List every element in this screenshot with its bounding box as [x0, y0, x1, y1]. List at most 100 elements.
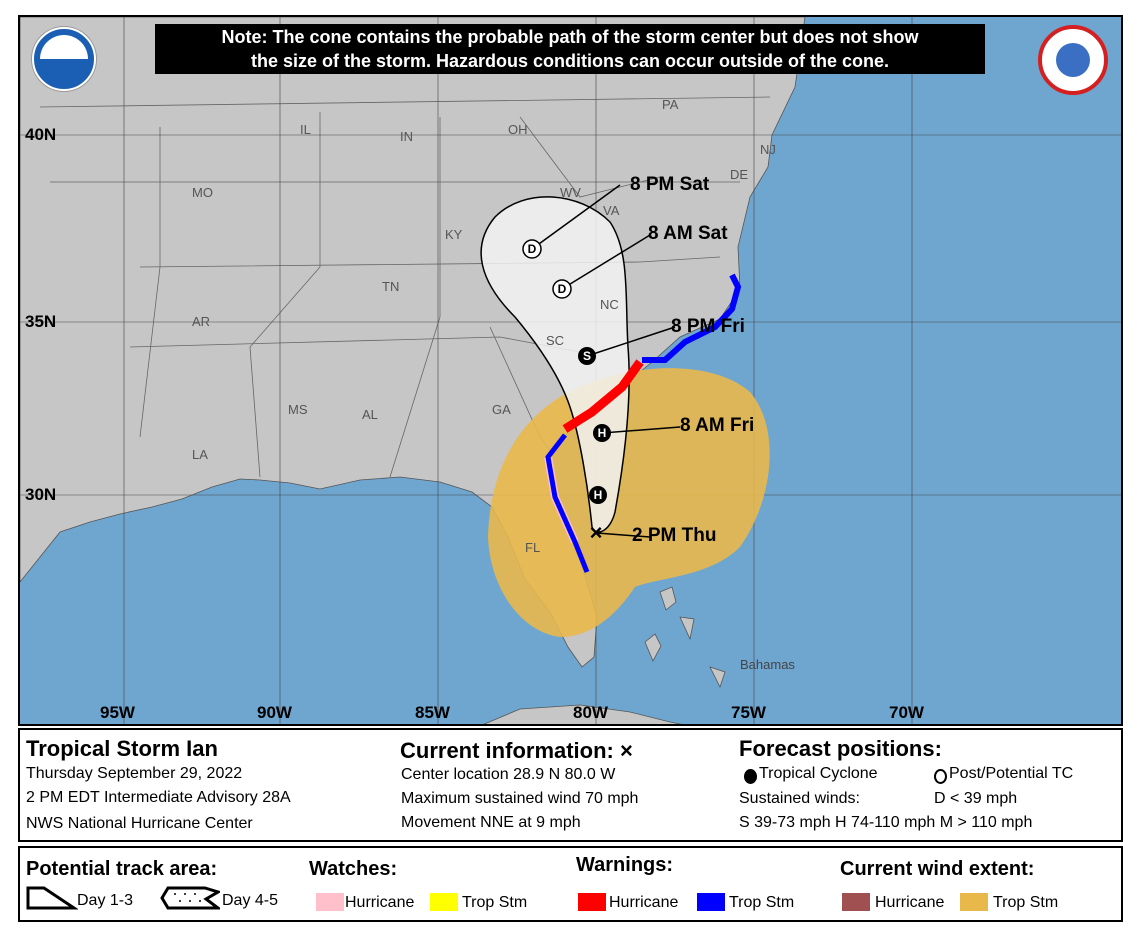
warnings-title: Warnings:: [576, 854, 674, 876]
day13-label: Day 1-3: [77, 892, 134, 909]
svg-text:D: D: [528, 242, 537, 256]
state-label: NJ: [760, 142, 776, 157]
forecast-label-2pm-thu: 2 PM Thu: [632, 525, 717, 546]
state-label: AR: [192, 314, 211, 329]
sustained-winds-label: Sustained winds:: [739, 790, 860, 807]
storm-title: Tropical Storm Ian: [26, 736, 218, 761]
state-label: AL: [362, 407, 378, 422]
state-label: PA: [662, 97, 679, 112]
state-label: NC: [600, 297, 619, 312]
watch-hurricane-swatch: [316, 893, 344, 911]
state-label: GA: [492, 402, 511, 417]
warning-trop-stm: [545, 433, 590, 573]
state-label: TN: [382, 279, 400, 294]
hurricane-marker: [593, 424, 611, 442]
forecast-track-leaders: [531, 184, 681, 538]
current-position-x-icon: ×: [590, 520, 603, 545]
watch-trop-stm-swatch: [430, 893, 458, 911]
warning-hurricane-swatch: [578, 893, 606, 911]
wind-extent-title: Current wind extent:: [840, 858, 1035, 880]
warning-trop-stm-swatch: [697, 893, 725, 911]
lon-label: 90W: [257, 703, 292, 722]
state-label: WV: [560, 185, 581, 200]
info-panel: Tropical Storm Ian Thursday September 29…: [18, 728, 1123, 842]
wind-hurricane-label: Hurricane: [875, 894, 945, 911]
lon-label: 70W: [889, 703, 924, 722]
svg-text:H: H: [594, 488, 603, 502]
post-tc-circle-icon: [934, 769, 947, 784]
forecast-label-8pm-sat: 8 PM Sat: [630, 174, 710, 195]
warning-hurricane: [562, 359, 644, 433]
storm-marker: [578, 347, 596, 365]
forecast-cone-map: × H H S D D 2 PM Thu 8 AM Fri 8 PM Fri 8…: [18, 15, 1123, 726]
svg-text:S: S: [583, 349, 591, 363]
cone-disclaimer-note: Note: The cone contains the probable pat…: [155, 24, 985, 74]
watch-hurricane-label: Hurricane: [345, 894, 415, 911]
advisory-number: 2 PM EDT Intermediate Advisory 28A: [26, 789, 291, 806]
map-canvas: × H H S D D: [20, 17, 1121, 724]
lon-label: 95W: [100, 703, 135, 722]
forecast-cone: [480, 196, 630, 533]
noaa-logo: [32, 27, 96, 91]
movement: Movement NNE at 9 mph: [401, 814, 581, 831]
wind-extent-trop-stm: [488, 368, 770, 637]
svg-text:D: D: [558, 282, 567, 296]
note-line: the size of the storm. Hazardous conditi…: [250, 51, 890, 71]
note-line: Note: The cone contains the probable pat…: [221, 27, 919, 47]
forecast-label-8pm-fri: 8 PM Fri: [671, 316, 745, 337]
lon-label: 80W: [573, 703, 608, 722]
advisory-date: Thursday September 29, 2022: [26, 765, 243, 782]
state-label: MO: [192, 185, 213, 200]
tc-legend: Tropical Cyclone: [759, 765, 878, 782]
forecast-label-8am-fri: 8 AM Fri: [680, 415, 755, 436]
day45-cone-icon: [160, 886, 220, 910]
depression-wind-range: D < 39 mph: [934, 790, 1018, 807]
current-info-title: Current information: ×: [400, 738, 633, 763]
lat-label: 40N: [25, 125, 57, 144]
state-label: MS: [288, 402, 308, 417]
svg-text:H: H: [598, 426, 607, 440]
state-label: IN: [400, 129, 413, 144]
warning-hurricane-label: Hurricane: [609, 894, 679, 911]
state-label: OH: [508, 122, 528, 137]
lon-label: 75W: [731, 703, 766, 722]
lat-label: 35N: [25, 312, 57, 331]
depression-marker: [552, 279, 572, 299]
wind-hurricane-swatch: [842, 893, 870, 911]
place-label-bahamas: Bahamas: [740, 657, 795, 672]
nws-logo: [1038, 25, 1108, 95]
state-label: IL: [300, 122, 311, 137]
ptc-legend: Post/Potential TC: [949, 765, 1074, 782]
max-wind: Maximum sustained wind 70 mph: [401, 790, 639, 807]
lat-label: 30N: [25, 485, 57, 504]
day13-cone-icon: [26, 886, 78, 910]
warning-trop-stm-north: [642, 273, 742, 363]
land-bahamas: [644, 586, 726, 689]
lon-label: 85W: [415, 703, 450, 722]
hurricane-marker: [589, 486, 607, 504]
state-label: SC: [546, 333, 565, 348]
track-area-title: Potential track area:: [26, 858, 218, 880]
legend-panel: Potential track area: Day 1-3 Day 4-5 Wa…: [18, 846, 1123, 922]
state-label: FL: [525, 540, 541, 555]
wind-ranges: S 39-73 mph H 74-110 mph M > 110 mph: [739, 814, 1033, 831]
state-label: DE: [730, 167, 749, 182]
state-label: VA: [603, 203, 620, 218]
wind-trop-stm-label: Trop Stm: [993, 894, 1059, 911]
issuing-center: NWS National Hurricane Center: [26, 815, 253, 832]
wind-trop-stm-swatch: [960, 893, 988, 911]
watches-title: Watches:: [309, 858, 398, 880]
center-location: Center location 28.9 N 80.0 W: [401, 766, 616, 783]
depression-marker: [522, 239, 542, 259]
warning-trop-stm-label: Trop Stm: [729, 894, 795, 911]
state-label: LA: [192, 447, 208, 462]
forecast-label-8am-sat: 8 AM Sat: [648, 223, 728, 244]
land-cuba: [483, 704, 683, 724]
day45-label: Day 4-5: [222, 892, 279, 909]
forecast-point-markers: × H H S D D: [522, 239, 611, 545]
tropical-cyclone-dot-icon: [744, 769, 757, 784]
watch-trop-stm-label: Trop Stm: [462, 894, 528, 911]
state-label: KY: [445, 227, 463, 242]
forecast-positions-title: Forecast positions:: [739, 736, 942, 761]
